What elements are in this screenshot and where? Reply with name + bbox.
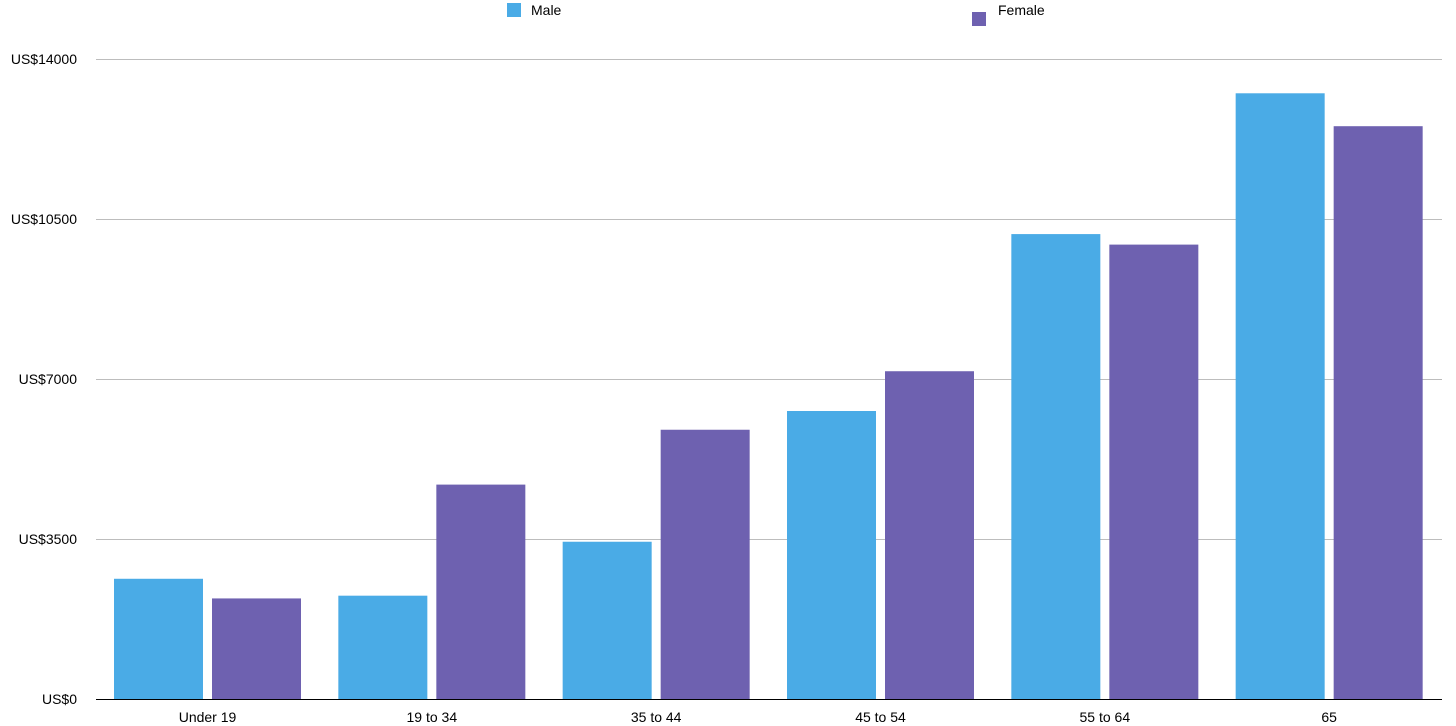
bar-male-3 — [787, 411, 876, 699]
x-category-label: 65 — [1321, 709, 1337, 725]
bar-female-3 — [885, 371, 974, 699]
legend: Male Female — [507, 2, 1045, 26]
gridlines — [96, 59, 1442, 700]
bar-female-4 — [1109, 244, 1199, 699]
bar-male-4 — [1011, 234, 1101, 700]
y-tick-label: US$3500 — [19, 531, 78, 547]
y-tick-label: US$10500 — [11, 211, 77, 227]
bar-male-0 — [114, 578, 203, 699]
bar-male-1 — [338, 595, 428, 699]
bar-female-5 — [1333, 126, 1423, 699]
x-category-label: 19 to 34 — [407, 709, 458, 725]
y-tick-label: US$14000 — [11, 51, 77, 67]
bar-female-1 — [436, 484, 526, 699]
bar-female-2 — [660, 429, 750, 699]
legend-label-male: Male — [531, 2, 562, 18]
bar-male-5 — [1235, 93, 1325, 700]
x-category-label: 55 to 64 — [1080, 709, 1131, 725]
y-tick-label: US$0 — [42, 691, 77, 707]
x-category-label: 45 to 54 — [855, 709, 906, 725]
bar-female-0 — [212, 598, 301, 699]
y-axis-tick-labels: US$0 US$3500 US$7000 US$10500 US$14000 — [11, 51, 77, 707]
x-axis-category-labels: Under 19 19 to 34 35 to 44 45 to 54 55 to 64… — [179, 709, 1337, 725]
y-tick-label: US$7000 — [19, 371, 78, 387]
legend-swatch-male — [507, 3, 521, 17]
bar-male-2 — [562, 541, 652, 699]
x-category-label: 35 to 44 — [631, 709, 682, 725]
x-category-label: Under 19 — [179, 709, 237, 725]
legend-swatch-female — [972, 12, 986, 26]
legend-label-female: Female — [998, 2, 1045, 18]
bars — [114, 93, 1423, 700]
